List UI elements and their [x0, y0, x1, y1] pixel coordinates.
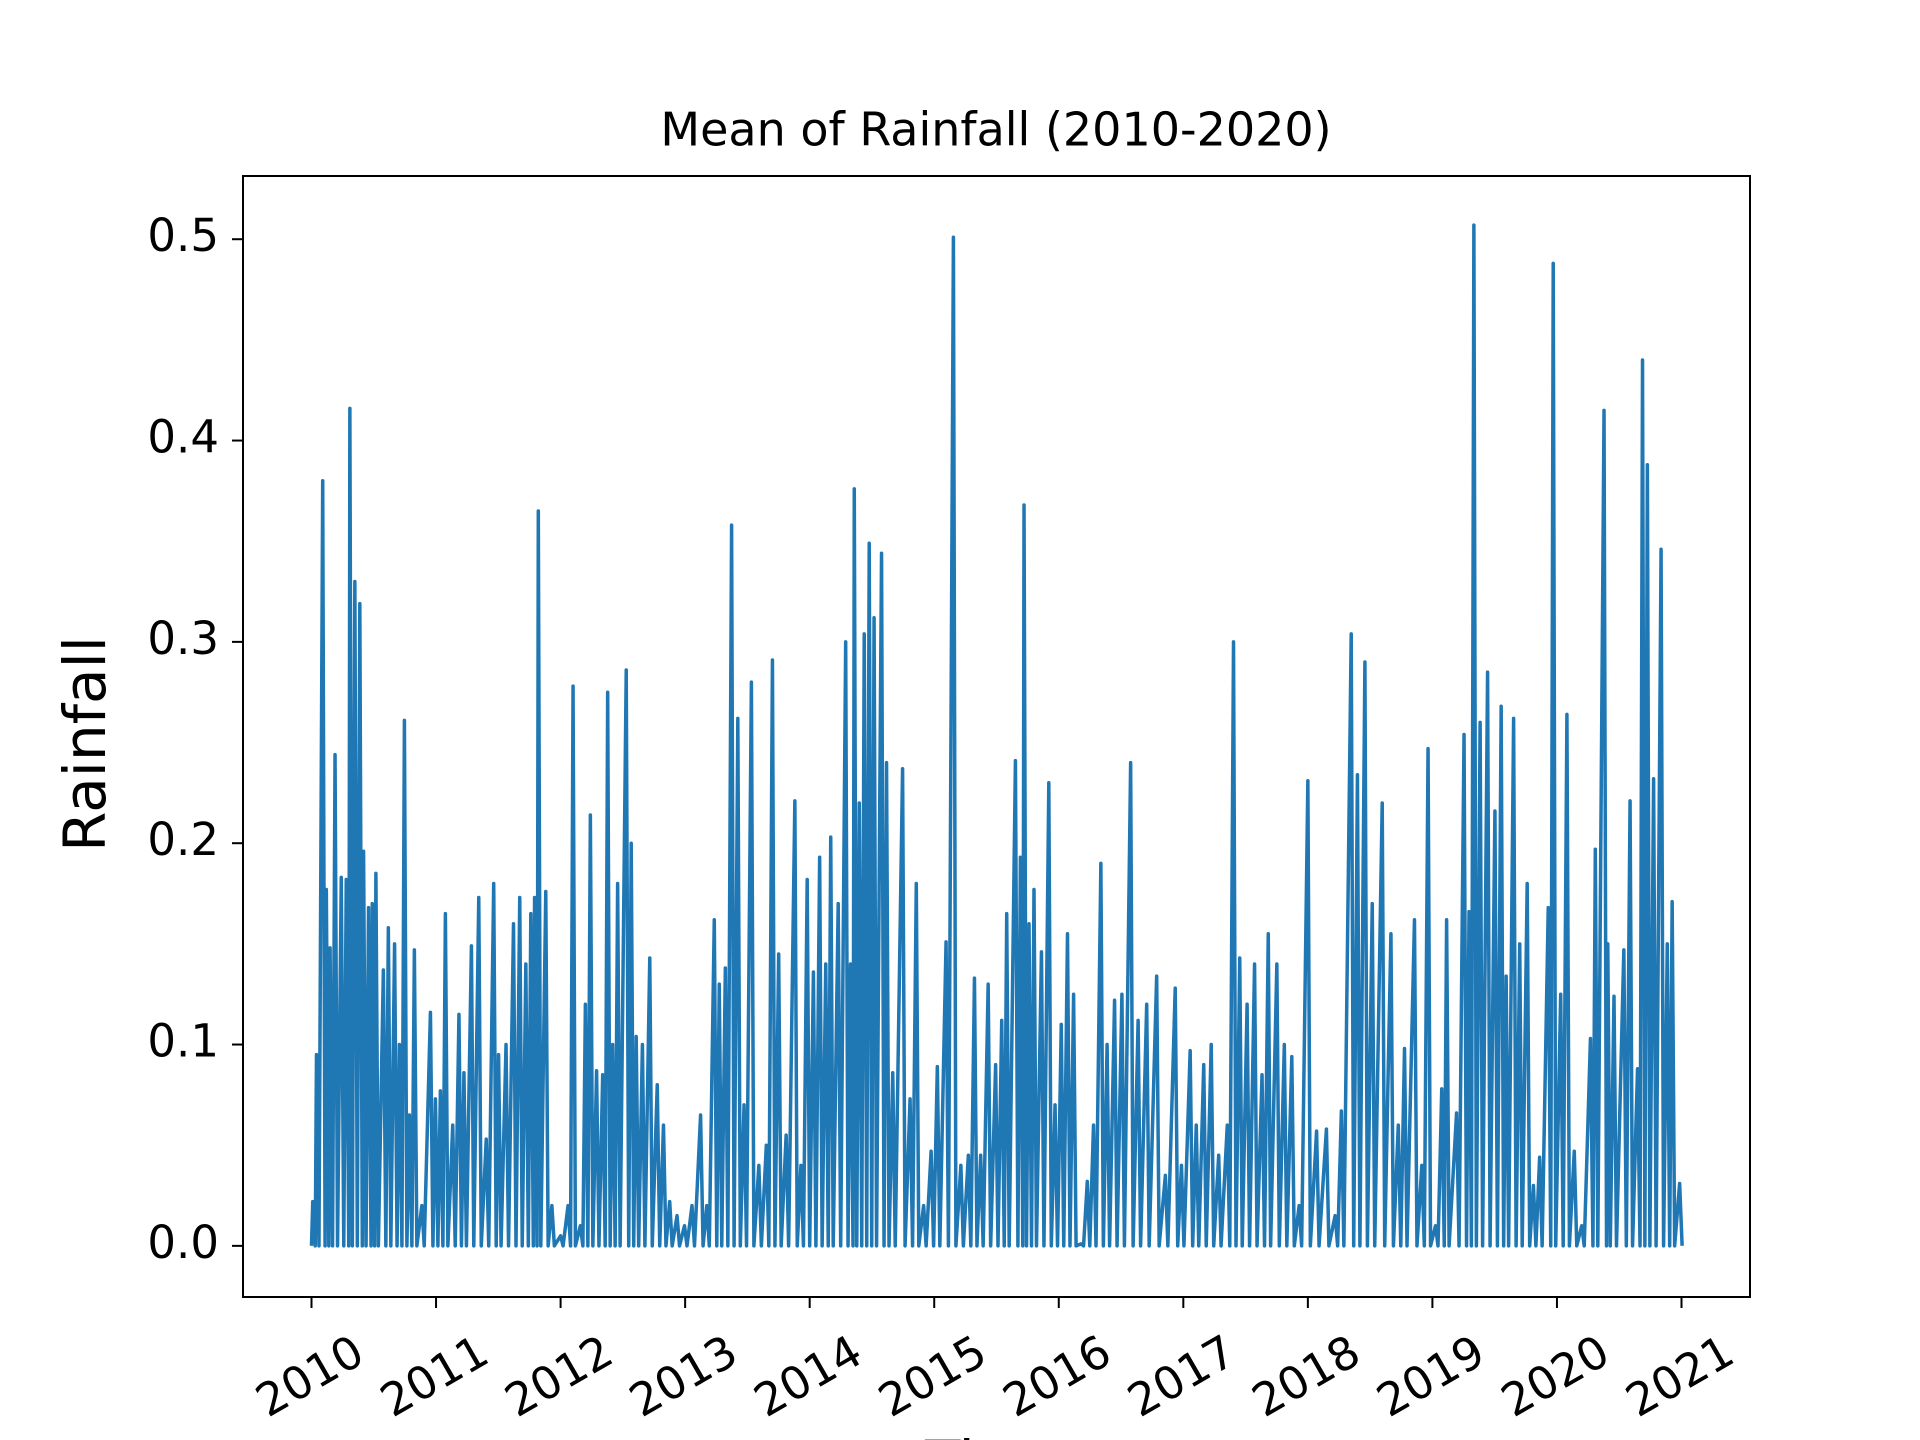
- axes-frame: [242, 175, 1751, 1298]
- y-tick-label: 0.2: [147, 813, 219, 866]
- x-tick-label: 2010: [247, 1324, 373, 1427]
- x-tick-label: 2016: [994, 1324, 1120, 1427]
- y-tick-label: 0.3: [147, 612, 219, 665]
- y-tick-label: 0.0: [147, 1216, 219, 1269]
- y-tick-label: 0.4: [147, 411, 219, 464]
- x-tick-label: 2019: [1368, 1324, 1494, 1427]
- x-axis-label: Time: [924, 1428, 1067, 1440]
- y-tick-label: 0.1: [147, 1015, 219, 1068]
- data-line: [309, 223, 1684, 1248]
- x-tick-label: 2015: [870, 1324, 996, 1427]
- x-tick-label: 2013: [621, 1324, 747, 1427]
- chart-title: Mean of Rainfall (2010-2020): [660, 103, 1331, 157]
- y-axis-label: Rainfall: [51, 636, 119, 852]
- x-tick-label: 2012: [496, 1324, 622, 1427]
- x-tick-label: 2018: [1243, 1324, 1369, 1427]
- y-tick-label: 0.5: [147, 209, 219, 262]
- x-tick-label: 2020: [1492, 1324, 1618, 1427]
- x-tick-label: 2011: [371, 1324, 497, 1427]
- x-tick-label: 2014: [745, 1324, 871, 1427]
- x-tick-label: 2017: [1119, 1324, 1245, 1427]
- x-tick-label: 2021: [1617, 1324, 1743, 1427]
